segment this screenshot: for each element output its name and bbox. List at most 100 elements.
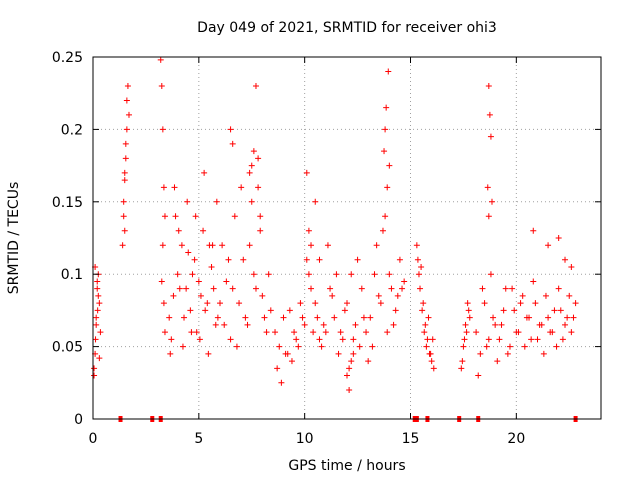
data-point: [367, 314, 374, 321]
data-point: [121, 169, 128, 176]
data-point: [551, 307, 558, 314]
data-point: [189, 271, 196, 278]
data-point: [538, 321, 545, 328]
data-point: [490, 314, 497, 321]
data-point: [335, 350, 342, 357]
data-point: [209, 242, 216, 249]
data-point: [181, 314, 188, 321]
data-point: [460, 343, 467, 350]
data-point: [158, 278, 165, 285]
data-point: [348, 271, 355, 278]
data-point: [161, 213, 168, 220]
x-tick-label: 20: [507, 431, 525, 447]
data-point: [320, 321, 327, 328]
data-point: [329, 292, 336, 299]
data-point: [356, 343, 363, 350]
data-point: [509, 285, 516, 292]
data-point: [179, 343, 186, 350]
data-point: [312, 198, 319, 205]
data-point: [259, 292, 266, 299]
data-point: [248, 162, 255, 169]
data-point: [481, 300, 488, 307]
x-tick-label: 10: [296, 431, 314, 447]
data-point: [246, 169, 253, 176]
data-point: [530, 278, 537, 285]
data-point: [462, 321, 469, 328]
data-point: [299, 314, 306, 321]
data-point: [392, 307, 399, 314]
data-point: [303, 169, 310, 176]
data-point: [365, 358, 372, 365]
data-point: [193, 329, 200, 336]
data-point: [394, 292, 401, 299]
data-point: [420, 300, 427, 307]
data-point: [486, 111, 493, 118]
data-point: [213, 198, 220, 205]
data-point: [208, 263, 215, 270]
data-point: [414, 256, 421, 263]
data-point: [225, 256, 232, 263]
data-point: [159, 242, 166, 249]
data-point: [305, 227, 312, 234]
data-point: [504, 350, 511, 357]
data-point: [240, 256, 247, 263]
data-point: [250, 271, 257, 278]
data-point: [485, 213, 492, 220]
data-point: [461, 336, 468, 343]
data-point: [272, 329, 279, 336]
data-point: [123, 126, 130, 133]
data-point: [278, 379, 285, 386]
data-point: [96, 300, 103, 307]
data-point: [528, 336, 535, 343]
data-point: [93, 314, 100, 321]
data-point: [327, 285, 334, 292]
data-point: [511, 307, 518, 314]
data-point: [233, 343, 240, 350]
data-point: [418, 263, 425, 270]
data-point: [92, 336, 99, 343]
data-point: [386, 271, 393, 278]
data-point: [242, 314, 249, 321]
data-point: [160, 184, 167, 191]
data-point: [384, 329, 391, 336]
data-point: [178, 242, 185, 249]
y-tick-label: 0.25: [52, 50, 83, 66]
data-point: [487, 271, 494, 278]
data-point: [214, 314, 221, 321]
data-point: [161, 329, 168, 336]
data-point: [498, 321, 505, 328]
data-point: [562, 256, 569, 263]
data-point: [229, 140, 236, 147]
data-point: [94, 285, 101, 292]
data-point: [204, 300, 211, 307]
data-point: [532, 300, 539, 307]
data-point: [399, 285, 406, 292]
data-point: [255, 155, 262, 162]
data-point: [383, 104, 390, 111]
data-point: [547, 329, 554, 336]
data-point: [286, 307, 293, 314]
data-point: [97, 329, 104, 336]
data-point: [479, 285, 486, 292]
data-point: [401, 278, 408, 285]
data-point: [282, 350, 289, 357]
data-point: [123, 97, 130, 104]
data-point: [430, 365, 437, 372]
data-point: [344, 372, 350, 379]
data-point: [475, 372, 482, 379]
data-point: [252, 82, 259, 89]
data-point: [526, 314, 533, 321]
data-point: [265, 271, 272, 278]
data-point: [500, 307, 507, 314]
data-point: [244, 321, 251, 328]
data-point: [419, 307, 426, 314]
data-point: [555, 285, 562, 292]
data-point: [385, 68, 392, 75]
data-point: [348, 358, 355, 365]
data-point: [91, 365, 98, 372]
data-point: [346, 365, 353, 372]
data-point: [488, 198, 495, 205]
data-point: [217, 300, 223, 307]
data-point: [200, 227, 207, 234]
